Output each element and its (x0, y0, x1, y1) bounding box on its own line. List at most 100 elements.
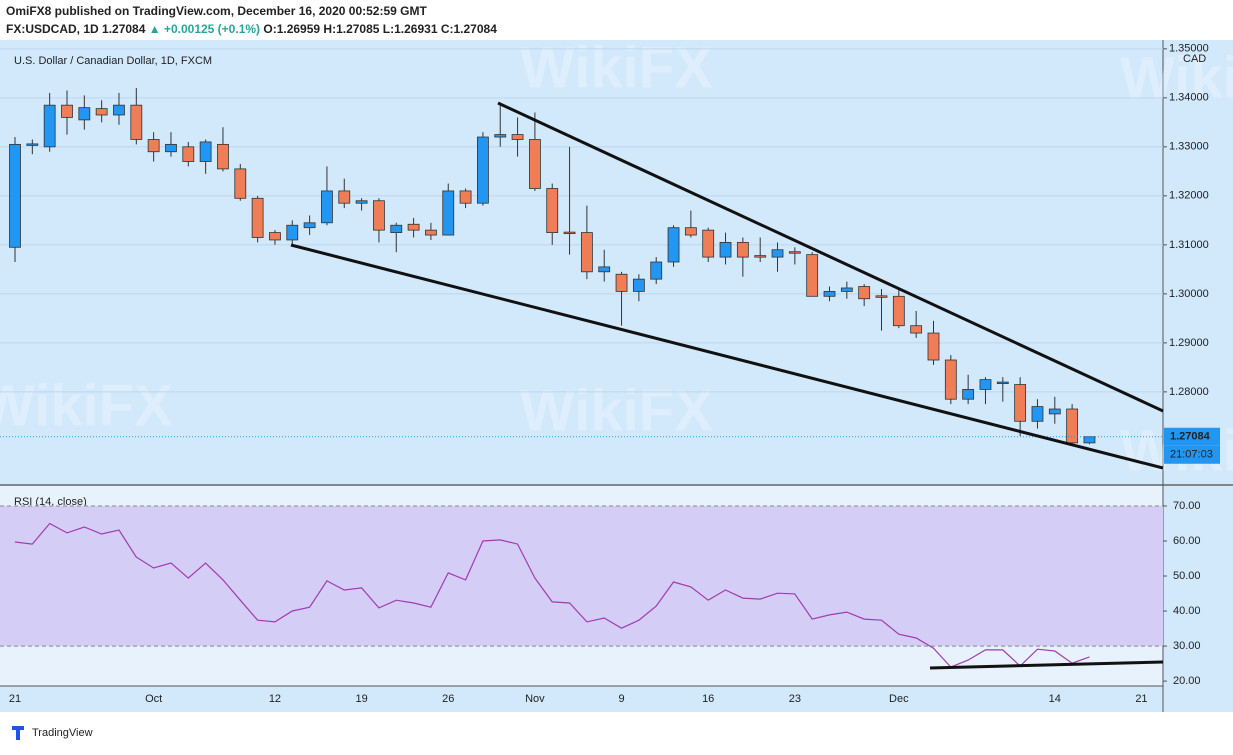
x-tick-label: Dec (889, 693, 909, 705)
candle-body (390, 224, 403, 233)
candle-body (43, 104, 56, 148)
candle-body (26, 143, 39, 146)
candle-body (477, 136, 489, 204)
candle-body (511, 134, 524, 140)
candle-body (9, 143, 21, 248)
candle-body (147, 139, 160, 153)
y-tick-label: 70.00 (1173, 500, 1201, 512)
candle-body (788, 251, 801, 254)
candle-body (165, 143, 177, 153)
candle-body (563, 231, 576, 235)
candle-body (321, 190, 333, 224)
watermark: WikiFX (0, 373, 173, 438)
watermark: WikiFX (1120, 45, 1233, 110)
candle-body (754, 255, 767, 258)
y-tick-label: 1.34000 (1169, 92, 1209, 104)
x-tick-label: 23 (789, 693, 801, 705)
candle-body (823, 291, 836, 297)
published: OmiFX8 published on TradingView.com, Dec… (6, 4, 427, 18)
candle-body (251, 197, 264, 238)
candle-body (182, 146, 195, 162)
y-tick-label: 1.28000 (1169, 386, 1209, 398)
rsi-line (14, 522, 1090, 668)
footer-brand: TradingView (32, 727, 93, 739)
change: ▲ +0.00125 (+0.1%) (149, 22, 260, 36)
candle-body (875, 295, 888, 298)
candle-body (234, 168, 247, 199)
candle-body (338, 190, 351, 204)
candle-body (892, 295, 905, 327)
candle-body (130, 104, 143, 140)
candle-body (979, 379, 992, 390)
x-tick-label: Oct (145, 693, 162, 705)
candle-body (78, 107, 91, 121)
y-tick-label: 50.00 (1173, 570, 1201, 582)
trend-line (929, 660, 1164, 670)
candle-body (771, 249, 784, 258)
symbol-name: FX:USDCAD, 1D (6, 22, 99, 36)
x-tick-label: 21 (9, 693, 21, 705)
y-tick-label: 1.32000 (1169, 190, 1209, 202)
x-tick-label: 12 (269, 693, 281, 705)
watermark: WikiFX (520, 35, 713, 100)
candle-body (840, 287, 853, 292)
countdown-box (1164, 445, 1220, 464)
candle-body (736, 241, 749, 258)
last-price-label: 1.27084 (1170, 431, 1211, 443)
footer-bg (0, 712, 1233, 750)
candle-body (944, 359, 957, 400)
candle-body (962, 389, 975, 400)
candle-body (459, 190, 472, 204)
candle-body (303, 222, 316, 229)
watermark: WikiFX (520, 378, 713, 443)
candle-body (113, 104, 125, 116)
candle-body (529, 139, 541, 189)
candle-body (355, 200, 368, 204)
x-tick-label: 16 (702, 693, 714, 705)
candle-body (286, 224, 299, 241)
y-tick-label: 30.00 (1173, 640, 1201, 652)
countdown-label: 21:07:03 (1170, 449, 1213, 461)
candle-body (615, 273, 628, 292)
x-tick-label: 9 (618, 693, 624, 705)
candle-body (667, 227, 680, 263)
y-tick-label: 60.00 (1173, 535, 1201, 547)
candle-body (199, 141, 212, 162)
y-tick-label: 1.35000 (1169, 43, 1209, 55)
candle-body (598, 266, 611, 273)
candle-body (927, 332, 940, 361)
candle-body (632, 278, 645, 292)
candle-body (407, 223, 420, 231)
logo (12, 726, 24, 740)
header-bg (0, 0, 1233, 40)
candle-body (494, 134, 507, 138)
rsi-title: RSI (14, close) (14, 496, 87, 508)
candle-body (650, 261, 663, 280)
candle-body (1083, 436, 1096, 444)
x-tick-label: 14 (1049, 693, 1061, 705)
candle-body (996, 381, 1009, 384)
y-tick-label: 1.29000 (1169, 337, 1209, 349)
candle-body (1031, 406, 1044, 422)
y-tick-label: 1.31000 (1169, 239, 1209, 251)
candle-body (61, 104, 73, 118)
candle-body (580, 232, 593, 273)
y-tick-label: 40.00 (1173, 605, 1201, 617)
trend-line (290, 243, 1164, 470)
trend-line (497, 101, 1164, 413)
candle-body (1048, 408, 1061, 415)
candle-body (806, 254, 819, 297)
candle-body (269, 232, 281, 241)
currency: CAD (1183, 53, 1206, 65)
x-tick-label: 21 (1135, 693, 1147, 705)
y-tick-label: 20.00 (1173, 675, 1201, 687)
candle-body (425, 229, 437, 236)
rsi-band (0, 505, 1163, 647)
candle-body (1014, 384, 1027, 422)
pane-title: U.S. Dollar / Canadian Dollar, 1D, FXCM (14, 55, 212, 67)
candle-body (702, 229, 715, 258)
candle-body (373, 200, 385, 231)
last-price: 1.27084 (102, 22, 146, 36)
last-price-box (1164, 427, 1220, 446)
